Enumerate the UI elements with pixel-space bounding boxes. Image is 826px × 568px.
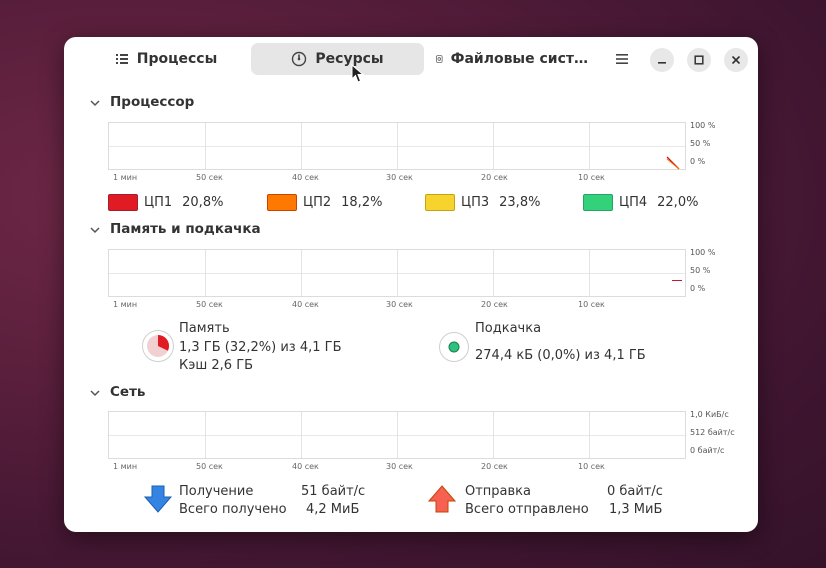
cpu-graph-area [108,122,686,170]
send-label: Отправка [465,484,532,499]
cpu-core-legend-1: ЦП1 20,8% [108,194,223,211]
cpu2-value: 18,2% [341,195,383,210]
cpu-x-tick: 10 сек [578,173,605,182]
memory-graph-area [108,249,686,297]
network-x-tick: 40 сек [292,462,319,471]
system-monitor-window: Процессы Ресурсы Файловые сист… [64,37,758,532]
send-total-label: Всего отправлено [465,502,589,517]
cpu-section-title: Процессор [110,94,195,110]
swap-label: Подкачка [475,321,542,336]
receive-label: Получение [179,484,254,499]
tab-resources-label: Ресурсы [315,51,384,67]
memory-x-tick: 20 сек [481,300,508,309]
cpu1-color-swatch[interactable] [108,194,138,211]
tab-resources[interactable]: Ресурсы [251,43,424,75]
cpu3-color-swatch[interactable] [425,194,455,211]
network-graph-area [108,411,686,459]
close-button[interactable] [724,48,748,72]
cpu3-value: 23,8% [499,195,541,210]
cpu-collapse-chevron-icon[interactable] [89,98,101,108]
cpu4-color-swatch[interactable] [583,194,613,211]
memory-value: 1,3 ГБ (32,2%) из 4,1 ГБ [179,340,342,355]
network-y-tick: 0 байт/с [690,446,725,455]
network-section-title: Сеть [110,384,146,400]
cpu3-label: ЦП3 [461,195,490,210]
network-x-tick: 10 сек [578,462,605,471]
receive-total-value: 4,2 МиБ [306,502,360,517]
cpu-history-graph: 1 мин 50 сек 40 сек 30 сек 20 сек 10 сек… [108,121,715,184]
receive-total-label: Всего получено [179,502,287,517]
cpu4-label: ЦП4 [619,195,648,210]
hamburger-menu-icon[interactable] [612,49,632,69]
network-y-tick: 512 байт/с [690,428,735,437]
cpu-y-tick: 100 % [690,121,716,130]
cpu-x-tick: 1 мин [113,173,138,182]
memory-section-title: Память и подкачка [110,221,261,237]
memory-cache: Кэш 2,6 ГБ [179,358,254,373]
receive-value: 51 байт/с [301,484,366,499]
cpu1-value: 20,8% [182,195,224,210]
cpu-core-legend-3: ЦП3 23,8% [425,194,540,211]
mouse-cursor-icon [351,64,365,83]
cpu-x-tick: 50 сек [196,173,223,182]
network-x-tick: 30 сек [386,462,413,471]
memory-y-tick: 50 % [690,266,711,275]
memory-collapse-chevron-icon[interactable] [89,225,101,235]
memory-usage-trace [672,280,682,282]
maximize-icon [694,55,704,65]
disk-icon [436,55,443,63]
cpu2-label: ЦП2 [303,195,332,210]
network-x-tick: 50 сек [196,462,223,471]
cpu2-color-swatch[interactable] [267,194,297,211]
maximize-button[interactable] [687,48,711,72]
memory-pie-icon[interactable] [141,329,175,363]
header-bar: Процессы Ресурсы Файловые сист… [64,37,758,83]
memory-x-tick: 1 мин [113,300,138,309]
cpu-core-legend-2: ЦП2 18,2% [267,194,382,211]
cpu-y-tick: 0 % [690,157,706,166]
network-x-tick: 1 мин [113,462,138,471]
memory-y-tick: 0 % [690,284,706,293]
memory-history-graph: 1 мин 50 сек 40 сек 30 сек 20 сек 10 сек… [108,248,715,311]
tab-filesystems[interactable]: Файловые сист… [436,43,588,75]
cpu1-label: ЦП1 [144,195,173,210]
cpu-x-tick: 40 сек [292,173,319,182]
upload-arrow-icon[interactable] [427,485,457,513]
send-value: 0 байт/с [607,484,663,499]
memory-label: Память [179,321,230,336]
cpu-y-tick: 50 % [690,139,711,148]
cpu-core-legend-4: ЦП4 22,0% [583,194,698,211]
network-history-graph: 1 мин 50 сек 40 сек 30 сек 20 сек 10 сек… [108,410,735,473]
memory-x-tick: 50 сек [196,300,223,309]
minimize-icon [658,62,666,64]
close-icon [731,55,741,65]
swap-pie-icon[interactable] [438,331,470,363]
memory-x-tick: 30 сек [386,300,413,309]
network-collapse-chevron-icon[interactable] [89,388,101,398]
memory-x-tick: 40 сек [292,300,319,309]
download-arrow-icon[interactable] [143,485,173,513]
tab-filesystems-label: Файловые сист… [450,51,588,67]
network-y-tick: 1,0 КиБ/с [690,410,729,419]
network-x-tick: 20 сек [481,462,508,471]
memory-y-tick: 100 % [690,248,716,257]
cpu-usage-trace [666,156,680,170]
memory-x-tick: 10 сек [578,300,605,309]
minimize-button[interactable] [650,48,674,72]
gauge-icon [292,51,307,67]
cpu-x-tick: 30 сек [386,173,413,182]
tab-processes[interactable]: Процессы [96,43,236,75]
list-icon [115,54,128,64]
tab-processes-label: Процессы [136,51,218,67]
cpu4-value: 22,0% [657,195,699,210]
cpu-x-tick: 20 сек [481,173,508,182]
swap-value: 274,4 кБ (0,0%) из 4,1 ГБ [475,348,646,363]
send-total-value: 1,3 МиБ [609,502,663,517]
